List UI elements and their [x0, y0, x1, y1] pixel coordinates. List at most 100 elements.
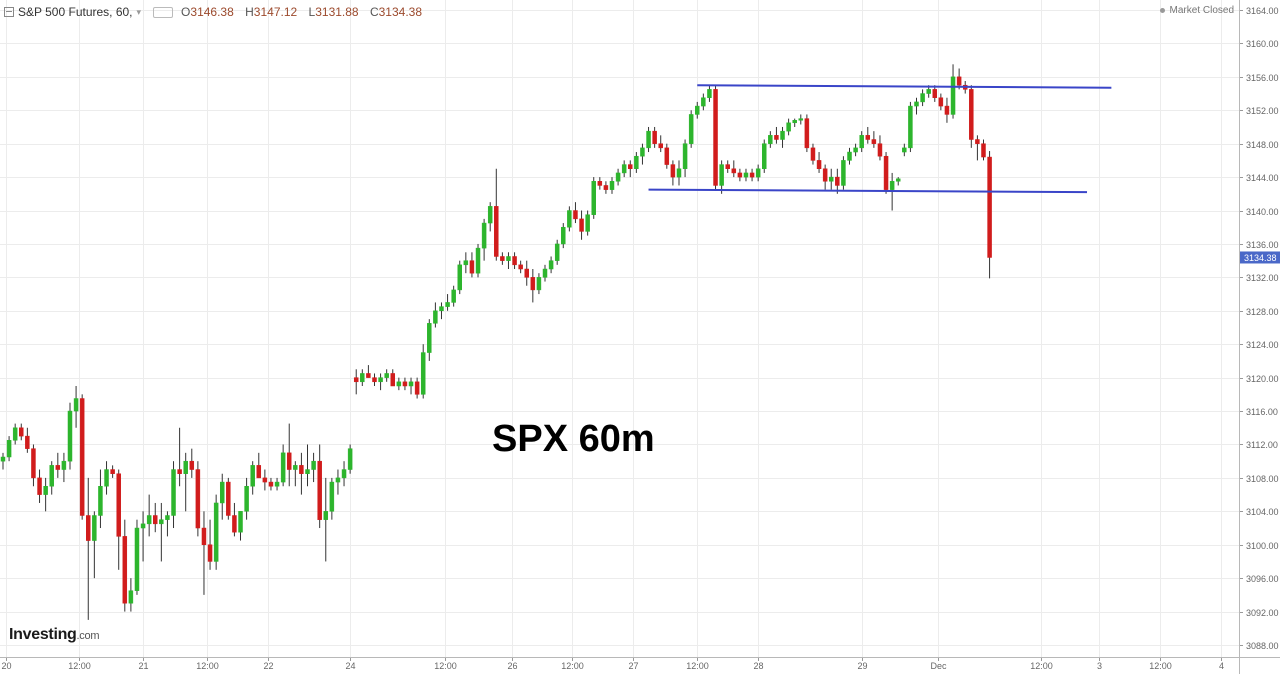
candle-body [506, 256, 511, 261]
candle-body [646, 130, 651, 149]
candle-body [561, 226, 566, 245]
legend-controls-icon[interactable] [153, 6, 174, 18]
y-tick-label: 3128.00 [1246, 307, 1279, 317]
candle-body [463, 260, 469, 266]
x-tick-label: 24 [345, 661, 355, 671]
candle-body [804, 118, 810, 149]
candle-body [280, 452, 286, 483]
candle-body [725, 164, 730, 170]
candle-body [408, 381, 414, 387]
open-value: 3146.38 [190, 5, 234, 19]
candle-body [487, 206, 493, 224]
candle-body [61, 460, 67, 470]
candle-body [116, 473, 121, 537]
x-tick-label: 3 [1097, 661, 1102, 671]
candle-body [122, 536, 128, 604]
candle-body [396, 381, 402, 387]
y-tick-label: 3152.00 [1246, 106, 1279, 116]
candle-body [554, 243, 560, 261]
candle-body [615, 172, 621, 182]
candle-body [871, 139, 877, 144]
candle-body [378, 377, 383, 383]
candle-body [402, 381, 408, 387]
low-key: L [308, 5, 316, 19]
chevron-down-icon[interactable]: ▾ [136, 6, 142, 17]
candle-body [372, 377, 377, 383]
candle-body [914, 101, 919, 107]
y-tick-label: 3116.00 [1246, 407, 1278, 417]
candle-body [262, 477, 268, 483]
investing-logo[interactable]: Investing.com [9, 626, 99, 644]
candle-body [201, 527, 207, 545]
candle-body [719, 164, 724, 186]
candle-body [621, 164, 627, 174]
candle-body [688, 114, 694, 144]
candle-body [597, 181, 603, 186]
low-value: 3131.88 [315, 5, 359, 19]
chart-header: S&P 500 Futures, 60, ▾ O3146.38 H3147.12… [0, 0, 1000, 24]
candle-body [676, 168, 682, 178]
candle-body [792, 120, 797, 124]
candle-body [0, 456, 6, 462]
candle-body [104, 469, 109, 487]
candle-body [128, 590, 134, 604]
candle-body [762, 143, 767, 169]
candle-body [853, 147, 858, 153]
x-tick-label: 12:00 [68, 661, 91, 671]
candle-body [311, 460, 316, 470]
candle-body [159, 519, 164, 525]
candle-body [92, 515, 97, 541]
y-tick-label: 3132.00 [1246, 273, 1279, 283]
candle-body [305, 469, 310, 474]
candle-body [737, 172, 743, 178]
candle-body [98, 486, 103, 516]
market-status: Market Closed [1159, 5, 1234, 16]
candle-body [603, 185, 609, 190]
candle-body [110, 469, 115, 474]
candle-body [938, 97, 944, 107]
ohlc-readout: O3146.38 H3147.12 L3131.88 C3134.38 [181, 5, 430, 19]
candle-body [232, 515, 237, 533]
candle-body [573, 210, 578, 220]
candle-body [670, 164, 676, 178]
candle-body [165, 515, 170, 520]
candle-body [286, 452, 292, 470]
candle-body [609, 181, 615, 190]
status-dot-icon [1159, 8, 1165, 13]
x-tick-label: 21 [138, 661, 148, 671]
candle-body [153, 515, 158, 525]
candle-body [926, 89, 931, 94]
x-tick-label: 12:00 [561, 661, 584, 671]
y-tick-label: 3156.00 [1246, 73, 1279, 83]
candle-body [640, 147, 645, 157]
y-tick-label: 3136.00 [1246, 240, 1279, 250]
candle-body [6, 440, 12, 458]
last-price-label: 3134.38 [1244, 253, 1277, 263]
candle-body [786, 122, 791, 132]
candle-body [883, 155, 889, 190]
y-tick-label: 3120.00 [1246, 374, 1279, 384]
candle-body [384, 373, 389, 378]
candle-body [171, 469, 176, 516]
candle-body [433, 310, 438, 324]
candle-body [701, 97, 706, 107]
candle-body [969, 89, 974, 140]
symbol-title[interactable]: S&P 500 Futures, 60, [18, 5, 133, 19]
candle-body [256, 465, 262, 479]
candle-body [652, 130, 657, 144]
collapse-icon[interactable] [4, 7, 14, 17]
candle-body [238, 511, 243, 533]
x-tick-label: 12:00 [196, 661, 219, 671]
candle-body [274, 481, 280, 487]
candle-body [755, 168, 761, 178]
candle-body [439, 306, 444, 312]
candle-body [987, 156, 992, 258]
x-tick-label: 26 [507, 661, 517, 671]
candle-body [591, 181, 596, 215]
candle-body [86, 515, 91, 541]
candle-body [299, 465, 304, 474]
candle-body [445, 302, 450, 307]
candle-body [658, 143, 663, 149]
